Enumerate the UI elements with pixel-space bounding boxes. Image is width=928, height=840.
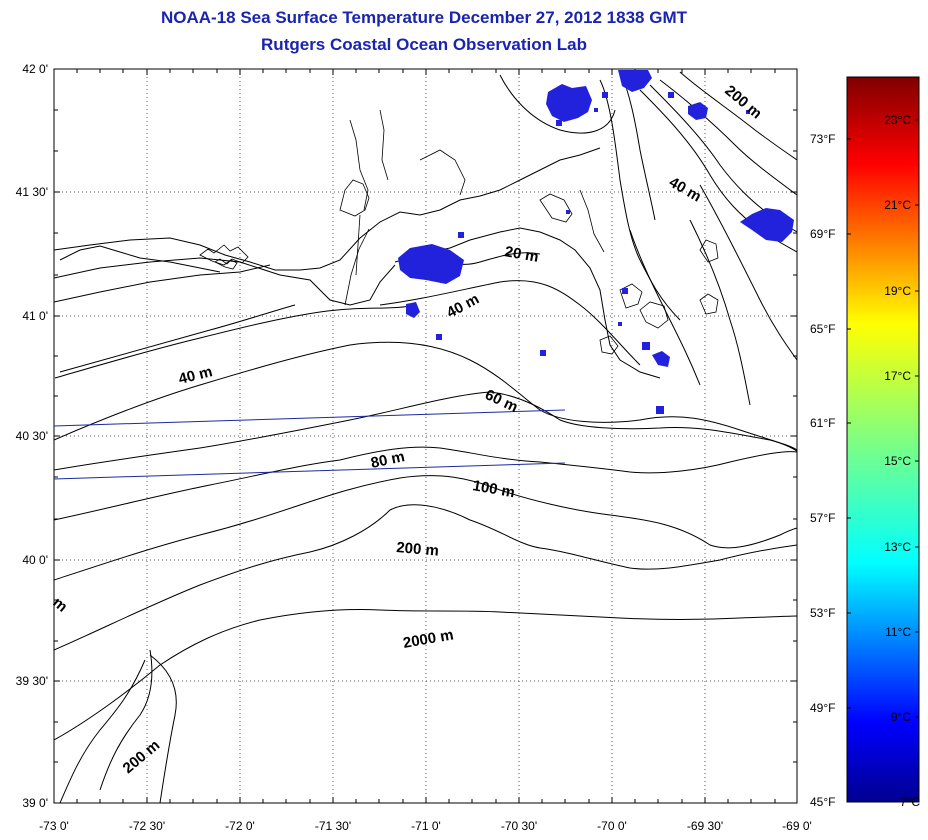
fahrenheit-tick: 57°F xyxy=(810,511,835,525)
contour-label-20m: 20 m xyxy=(503,243,540,266)
lon-label: -72 0' xyxy=(225,819,255,833)
celsius-tick: 13°C xyxy=(884,540,911,554)
lon-label: -69 0' xyxy=(782,819,812,833)
lat-label: 41 30' xyxy=(16,185,48,199)
celsius-tick: 11°C xyxy=(885,625,911,639)
map-subtitle: Rutgers Coastal Ocean Observation Lab xyxy=(261,35,587,54)
colorbar xyxy=(846,76,920,803)
contour-label-80m: 80 m xyxy=(369,448,406,472)
fahrenheit-tick: 73°F xyxy=(810,132,835,146)
celsius-tick: 7°C xyxy=(900,795,920,809)
track-lines xyxy=(53,409,566,480)
lon-label: -70 30' xyxy=(501,819,537,833)
colorbar-ticks xyxy=(847,119,919,803)
lon-label: -71 30' xyxy=(315,819,351,833)
celsius-labels: 23°C 21°C 19°C 17°C 15°C 13°C 11°C 9°C 7… xyxy=(884,113,920,809)
frame-ticks xyxy=(53,69,797,803)
map-frame xyxy=(53,68,798,804)
longitude-labels: -73 0' -72 30' -72 0' -71 30' -71 0' -70… xyxy=(39,819,812,833)
celsius-tick: 9°C xyxy=(891,710,911,724)
celsius-tick: 23°C xyxy=(884,113,911,127)
island-detail xyxy=(199,109,719,355)
lon-label: -72 30' xyxy=(129,819,165,833)
fahrenheit-labels: 73°F 69°F 65°F 61°F 57°F 53°F 49°F 45°F xyxy=(810,132,835,809)
fahrenheit-tick: 49°F xyxy=(810,701,835,715)
lon-label: -70 0' xyxy=(597,819,627,833)
contour-label-200m: 200 m xyxy=(396,539,440,560)
celsius-tick: 17°C xyxy=(884,369,911,383)
contours xyxy=(54,69,797,803)
celsius-tick: 21°C xyxy=(884,198,911,212)
sst-pixels xyxy=(398,70,794,414)
lat-label: 39 30' xyxy=(16,674,48,688)
fahrenheit-tick: 61°F xyxy=(810,416,835,430)
fahrenheit-tick: 53°F xyxy=(810,606,835,620)
lat-label: 42 0' xyxy=(22,62,48,76)
lon-label: -69 30' xyxy=(687,819,723,833)
lat-label: 41 0' xyxy=(22,309,48,323)
celsius-tick: 15°C xyxy=(884,454,911,468)
latitude-labels: 42 0' 41 30' 41 0' 40 30' 40 0' 39 30' 3… xyxy=(16,62,48,810)
lon-label: -71 0' xyxy=(411,819,441,833)
lat-label: 40 30' xyxy=(16,429,48,443)
lon-label: -73 0' xyxy=(39,819,69,833)
celsius-tick: 19°C xyxy=(884,284,911,298)
fahrenheit-tick: 45°F xyxy=(810,795,835,809)
map-title: NOAA-18 Sea Surface Temperature December… xyxy=(161,8,687,27)
lat-label: 39 0' xyxy=(22,796,48,810)
lat-label: 40 0' xyxy=(22,553,48,567)
fahrenheit-tick: 65°F xyxy=(810,322,835,336)
fahrenheit-tick: 69°F xyxy=(810,227,835,241)
